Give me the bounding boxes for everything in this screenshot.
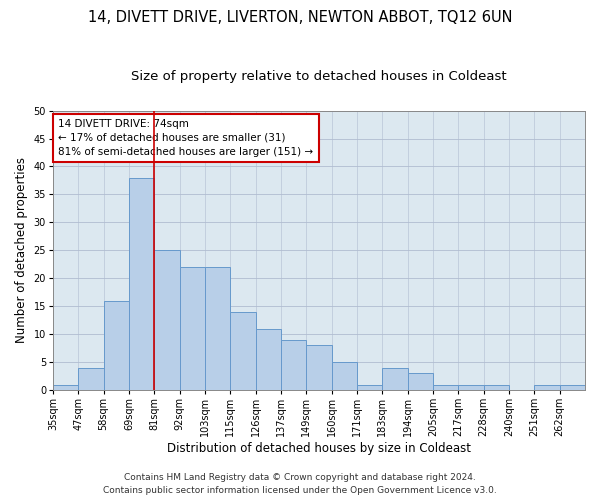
Bar — [307, 346, 332, 390]
Bar — [433, 384, 458, 390]
Bar — [205, 267, 230, 390]
Bar — [407, 374, 433, 390]
Bar — [560, 384, 585, 390]
Bar — [484, 384, 509, 390]
Bar — [104, 300, 129, 390]
Bar — [154, 250, 179, 390]
Bar — [458, 384, 484, 390]
Bar — [256, 328, 281, 390]
Bar — [179, 267, 205, 390]
Bar — [79, 368, 104, 390]
Text: Contains HM Land Registry data © Crown copyright and database right 2024.
Contai: Contains HM Land Registry data © Crown c… — [103, 473, 497, 495]
Y-axis label: Number of detached properties: Number of detached properties — [15, 158, 28, 344]
Bar — [129, 178, 154, 390]
Bar — [357, 384, 382, 390]
Title: Size of property relative to detached houses in Coldeast: Size of property relative to detached ho… — [131, 70, 507, 83]
Bar — [230, 312, 256, 390]
Bar — [382, 368, 407, 390]
Text: 14, DIVETT DRIVE, LIVERTON, NEWTON ABBOT, TQ12 6UN: 14, DIVETT DRIVE, LIVERTON, NEWTON ABBOT… — [88, 10, 512, 25]
Bar — [53, 384, 79, 390]
Bar — [332, 362, 357, 390]
X-axis label: Distribution of detached houses by size in Coldeast: Distribution of detached houses by size … — [167, 442, 471, 455]
Bar — [535, 384, 560, 390]
Text: 14 DIVETT DRIVE: 74sqm
← 17% of detached houses are smaller (31)
81% of semi-det: 14 DIVETT DRIVE: 74sqm ← 17% of detached… — [58, 119, 313, 157]
Bar — [281, 340, 307, 390]
